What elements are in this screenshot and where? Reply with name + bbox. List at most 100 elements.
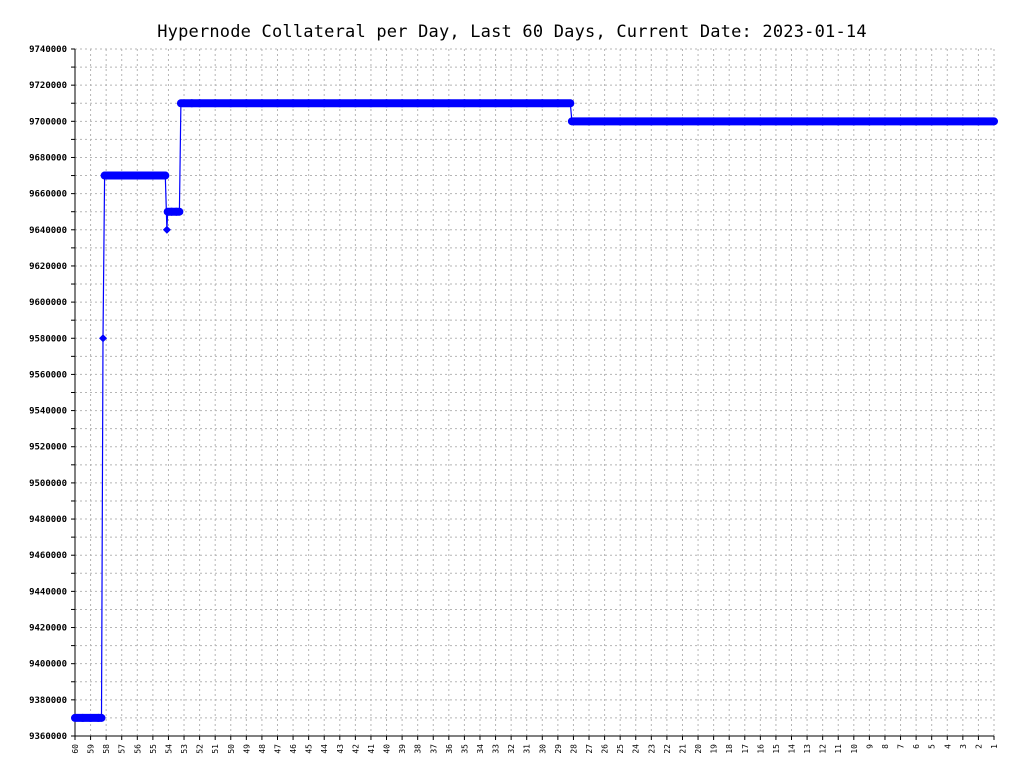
data-point <box>631 117 640 126</box>
x-tick-label: 16 <box>756 744 765 754</box>
y-tick-label: 9520000 <box>29 443 67 453</box>
x-tick-label: 32 <box>507 744 516 754</box>
data-point <box>647 117 656 126</box>
data-point <box>226 99 235 108</box>
y-tick-label: 9400000 <box>29 660 67 670</box>
x-tick-label: 5 <box>928 744 937 749</box>
x-tick-label: 36 <box>445 744 454 754</box>
x-tick-label: 19 <box>710 744 719 754</box>
x-tick-label: 38 <box>414 744 423 754</box>
data-point <box>787 117 796 126</box>
series-layer <box>71 99 998 722</box>
y-tick-label: 9380000 <box>29 696 67 706</box>
data-point <box>491 99 500 108</box>
data-point <box>803 117 812 126</box>
x-tick-labels: 60 59 58 57 56 55 54 53 52 51 50 49 48 47 46 45 44 43 42 41… <box>71 744 999 754</box>
data-point <box>818 117 827 126</box>
x-tick-label: 13 <box>803 744 812 754</box>
data-point <box>320 99 329 108</box>
data-point <box>678 117 687 126</box>
x-tick-label: 8 <box>881 744 890 749</box>
data-point <box>616 117 625 126</box>
data-point <box>429 99 438 108</box>
data-point <box>117 171 126 180</box>
data-point <box>71 713 79 722</box>
data-point <box>398 99 407 108</box>
x-tick-label: 24 <box>632 744 641 754</box>
x-tick-label: 3 <box>959 744 968 749</box>
data-point <box>335 99 344 108</box>
x-tick-label: 47 <box>273 744 282 754</box>
x-tick-label: 53 <box>180 744 189 754</box>
x-tick-label: 29 <box>554 744 563 754</box>
x-tick-label: 56 <box>133 744 142 754</box>
data-point <box>834 117 843 126</box>
data-point <box>97 713 106 722</box>
x-tick-label: 31 <box>523 744 532 754</box>
y-tick-labels: 9360000 9380000 9400000 9420000 9440000 94600… <box>29 45 67 742</box>
x-tick-label: 43 <box>336 744 345 754</box>
x-tick-label: 18 <box>725 744 734 754</box>
data-point <box>100 171 109 180</box>
data-point <box>566 99 575 108</box>
chart-title: Hypernode Collateral per Day, Last 60 Da… <box>157 22 867 42</box>
x-tick-label: 49 <box>242 744 251 754</box>
x-tick-label: 42 <box>351 744 360 754</box>
data-point <box>990 117 998 126</box>
y-tick-label: 9560000 <box>29 370 67 380</box>
data-point <box>958 117 967 126</box>
data-point <box>740 117 749 126</box>
data-point <box>351 99 360 108</box>
data-point <box>725 117 734 126</box>
x-tick-label: 50 <box>227 744 236 754</box>
x-tick-label: 52 <box>196 744 205 754</box>
y-tick-label: 9720000 <box>29 81 67 91</box>
data-point <box>943 117 952 126</box>
x-tick-label: 11 <box>834 744 843 754</box>
data-point <box>912 117 921 126</box>
x-tick-label: 14 <box>788 744 797 754</box>
data-point <box>460 99 469 108</box>
x-tick-label: 27 <box>585 744 594 754</box>
data-point <box>86 713 95 722</box>
x-tick-label: 34 <box>476 744 485 754</box>
data-point <box>148 171 157 180</box>
y-tick-label: 9640000 <box>29 226 67 236</box>
data-point <box>662 117 671 126</box>
y-tick-label: 9420000 <box>29 624 67 634</box>
data-point <box>444 99 453 108</box>
x-tick-label: 39 <box>398 744 407 754</box>
data-point <box>756 117 765 126</box>
data-point <box>257 99 266 108</box>
x-tick-label: 21 <box>678 744 687 754</box>
data-point <box>475 99 484 108</box>
x-tick-label: 48 <box>258 744 267 754</box>
x-tick-label: 41 <box>367 744 376 754</box>
data-point <box>585 117 594 126</box>
x-tick-label: 17 <box>741 744 750 754</box>
x-tick-label: 20 <box>694 744 703 754</box>
x-tick-label: 2 <box>974 744 983 749</box>
x-tick-label: 46 <box>289 744 298 754</box>
x-tick-label: 57 <box>118 744 127 754</box>
data-point <box>771 117 780 126</box>
data-point <box>974 117 983 126</box>
y-tick-label: 9360000 <box>29 732 67 742</box>
x-tick-label: 4 <box>943 744 952 749</box>
x-tick-label: 25 <box>616 744 625 754</box>
x-tick-label: 37 <box>429 744 438 754</box>
x-tick-label: 9 <box>865 744 874 749</box>
data-point <box>195 99 204 108</box>
data-point <box>849 117 858 126</box>
x-tick-label: 6 <box>912 744 921 749</box>
data-point <box>366 99 375 108</box>
data-point <box>125 171 134 180</box>
y-tick-label: 9700000 <box>29 117 67 127</box>
x-tick-label: 35 <box>460 744 469 754</box>
y-tick-label: 9480000 <box>29 515 67 525</box>
data-point <box>109 171 118 180</box>
data-point <box>99 334 108 343</box>
data-point <box>927 117 936 126</box>
data-point <box>896 117 905 126</box>
